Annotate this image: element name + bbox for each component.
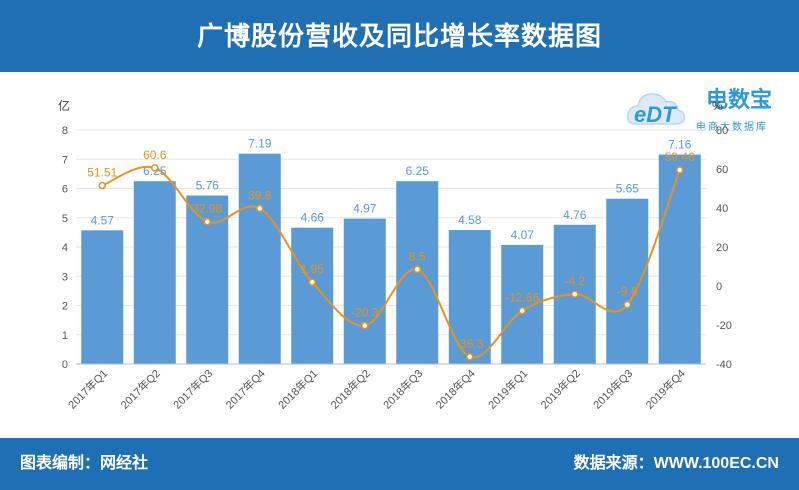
x-tick-label: 2018年Q1 xyxy=(275,366,320,411)
revenue-growth-chart: 0 1 2 3 4 5 6 7 8 -40 -20 0 20 40 60 80 亿% 4.57 6.25 5.76 7.… xyxy=(58,98,732,412)
bar xyxy=(291,227,334,364)
bar-data-label: 5.65 xyxy=(616,182,640,196)
x-tick-label: 2017年Q4 xyxy=(223,366,268,411)
line-data-label: -36.3 xyxy=(456,337,484,351)
line-data-label: -4.2 xyxy=(564,274,585,288)
y-tick-label: 2 xyxy=(62,301,68,313)
y2-axis-label: % xyxy=(712,99,723,113)
line-data-label: 60.6 xyxy=(143,148,167,162)
y-tick-label: 0 xyxy=(62,359,68,371)
line-point xyxy=(466,353,474,361)
bar xyxy=(448,230,491,364)
x-tick-label: 2019年Q4 xyxy=(643,366,688,411)
page-title: 广博股份营收及同比增长率数据图 xyxy=(196,21,602,51)
bar-data-label: 5.76 xyxy=(196,179,220,193)
line-point xyxy=(413,265,421,274)
y2-tick-label: 0 xyxy=(716,281,722,293)
bar xyxy=(343,218,386,364)
line-data-label: 32.98 xyxy=(192,202,222,216)
line-point xyxy=(571,290,579,298)
bar-data-label: 4.76 xyxy=(563,208,587,222)
x-tick-label: 2018年Q4 xyxy=(433,366,478,411)
line-point xyxy=(676,166,684,174)
footer-credit: 图表编制：网经社 xyxy=(20,455,149,472)
brand-logo: eDT 电数宝 电商大数据库 xyxy=(624,80,794,136)
bar-data-label: 7.19 xyxy=(248,137,272,151)
y-axis-label: 亿 xyxy=(58,98,70,113)
line-data-label: -9.6 xyxy=(617,285,638,299)
y-tick-label: 1 xyxy=(62,330,68,342)
bar-data-label: 4.97 xyxy=(353,202,377,216)
y2-tick-label: 40 xyxy=(716,203,728,215)
x-tick-label: 2019年Q2 xyxy=(538,366,583,411)
y-tick-label: 3 xyxy=(62,271,68,283)
x-tick-label: 2018年Q2 xyxy=(328,366,373,411)
line-point xyxy=(518,306,526,315)
line-point xyxy=(203,217,211,226)
y-tick-label: 4 xyxy=(62,242,68,254)
line-data-label: 1.95 xyxy=(301,262,325,276)
bar xyxy=(606,198,649,364)
y-tick-label: 7 xyxy=(62,154,68,166)
bar xyxy=(81,230,124,364)
x-tick-label: 2019年Q1 xyxy=(485,366,530,411)
bar xyxy=(658,154,701,364)
y-tick-label: 5 xyxy=(62,213,68,225)
logo-name: 电数宝 xyxy=(706,87,773,112)
x-tick-label: 2017年Q3 xyxy=(170,366,215,411)
y2-tick-label: 20 xyxy=(716,242,728,254)
y-tick-label: 8 xyxy=(62,125,68,137)
bar-data-label: 4.57 xyxy=(91,213,115,227)
bar-data-label: 4.66 xyxy=(301,211,325,225)
y2-tick-label: 80 xyxy=(716,125,728,137)
line-data-label: -20.3 xyxy=(351,306,379,320)
y2-tick-label: -20 xyxy=(716,320,732,332)
bar-data-label: 4.07 xyxy=(511,228,535,242)
line-point xyxy=(98,181,106,190)
line-point xyxy=(361,321,369,330)
footer-bar: 图表编制：网经社 数据来源：WWW.100EC.CN xyxy=(0,438,799,490)
line-point xyxy=(623,300,631,309)
cloud-icon xyxy=(626,93,686,125)
line-point xyxy=(151,164,159,172)
bar xyxy=(133,181,176,364)
logo-mark: eDT xyxy=(634,102,676,127)
x-tick-label: 2017年Q1 xyxy=(65,366,110,411)
line-data-label: 51.51 xyxy=(87,166,117,180)
logo-tagline: 电商大数据库 xyxy=(696,122,768,133)
bar-data-label: 6.25 xyxy=(406,164,430,178)
line-data-label: 59.46 xyxy=(665,150,695,164)
footer-source: 数据来源：WWW.100EC.CN xyxy=(573,455,779,472)
y-tick-label: 6 xyxy=(62,184,68,196)
line-data-label: 8.5 xyxy=(409,249,426,263)
bar-data-label: 4.58 xyxy=(458,213,482,227)
line-data-label: -12.66 xyxy=(505,291,539,305)
header-bar: 广博股份营收及同比增长率数据图 xyxy=(0,0,799,72)
x-tick-label: 2019年Q3 xyxy=(590,366,635,411)
line-data-label: 39.8 xyxy=(248,188,272,202)
line-point xyxy=(256,204,264,213)
line-point xyxy=(308,278,316,286)
bar-data-label: 7.16 xyxy=(668,138,692,152)
y2-tick-label: 60 xyxy=(716,164,728,176)
x-tick-label: 2017年Q2 xyxy=(118,366,163,411)
bar xyxy=(238,153,281,364)
y2-tick-label: -40 xyxy=(716,359,732,371)
x-tick-label: 2018年Q3 xyxy=(380,366,425,411)
